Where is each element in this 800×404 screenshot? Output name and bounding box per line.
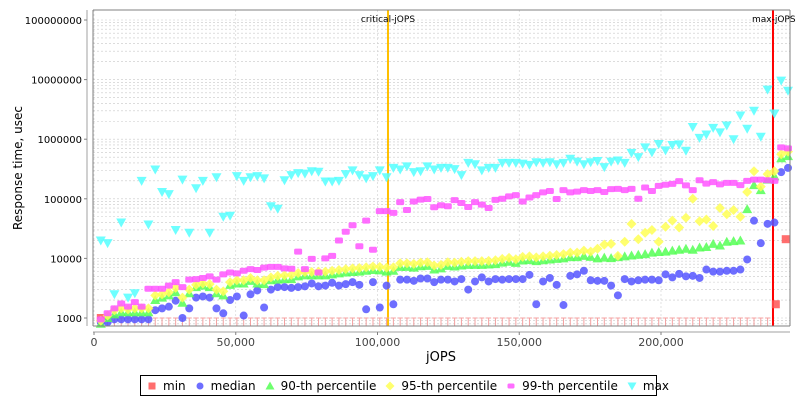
diamond-marker-icon [385,381,395,390]
y-tick-label: 10000000 [31,76,82,87]
legend-item-min: min [147,379,186,393]
legend-label: 95-th percentile [401,378,498,393]
legend-item-median: median [195,379,256,393]
legend-item-90-th-percentile: 90-th percentile [265,378,377,393]
y-tick-label: 100000 [44,195,82,206]
circle-marker-icon [196,382,204,389]
data-points [95,76,794,328]
max-jops-label: max-jOPS [752,15,796,25]
x-tick-label: 0 [91,336,98,349]
y-tick-label: 10000 [50,254,82,265]
legend-item-99-th-percentile: 99-th percentile [506,379,618,393]
critical-jops-label: critical-jOPS [361,15,415,25]
legend-label: 90-th percentile [280,378,377,393]
triangle-up-marker-icon [265,381,275,389]
y-tick-label: 100000000 [25,16,82,27]
x-tick-label: 150,000 [497,336,543,349]
axes: 0 50,000 100,000 150,000 200,000 1000 10000 100… [25,9,791,349]
legend-item-95-th-percentile: 95-th percentile [385,379,497,393]
y-tick-label: 1000000 [37,135,82,146]
x-tick-label: 100,000 [355,336,401,349]
square-marker-icon [148,382,156,389]
chart-legend: min median 90-th percentile 95-th percentil… [140,375,669,396]
legend-label: 99-th percentile [522,378,618,393]
x-tick-label: 50,000 [217,336,256,349]
legend-label: median [210,378,256,393]
y-axis-label: Response time, usec [11,106,25,230]
x-tick-label: 200,000 [638,336,684,349]
series-median [96,163,793,327]
legend-label: max [642,378,670,393]
x-axis-label: jOPS [425,350,456,365]
series-99-th-percentile [96,144,793,323]
series-max [95,76,794,303]
square-rounded-marker-icon [507,383,515,388]
y-tick-label: 1000 [57,314,82,325]
series-95-th-percentile [95,146,794,326]
legend-item-max: max [627,379,669,393]
triangle-down-marker-icon [627,382,637,390]
legend-label: min [163,378,186,393]
